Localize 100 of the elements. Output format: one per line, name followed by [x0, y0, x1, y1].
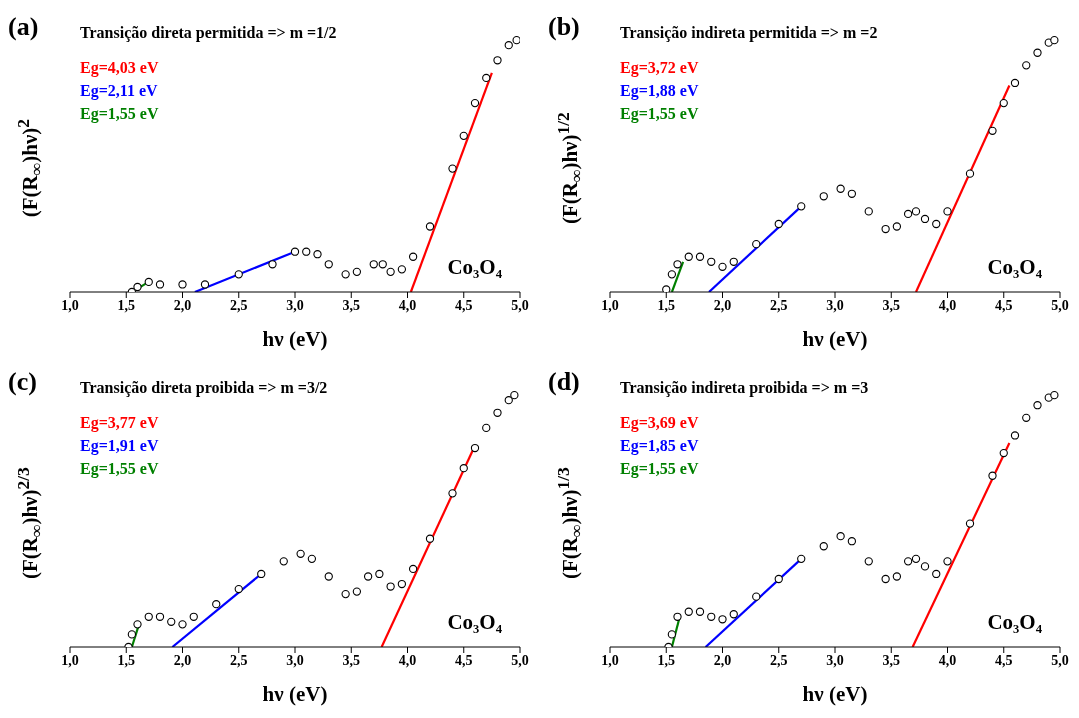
point [257, 569, 266, 579]
point [943, 557, 952, 566]
point [493, 56, 502, 65]
x-tick-label: 3,5 [342, 652, 360, 668]
x-tick-label: 3,0 [286, 652, 304, 668]
point [932, 219, 941, 229]
text: Eg=2,11 eV [80, 81, 159, 102]
x-tick-label: 2,0 [713, 652, 732, 668]
x-tick-label: 5,0 [1051, 297, 1069, 313]
point [864, 207, 873, 216]
chart-title: Transição indireta proibida => m =3 [620, 379, 869, 397]
point [707, 257, 716, 266]
text: Eg=1,55 eV [620, 104, 699, 125]
text: (b) [548, 12, 580, 42]
point [386, 267, 395, 276]
point [133, 282, 142, 292]
point [302, 247, 311, 256]
point [752, 592, 761, 601]
point [903, 557, 913, 566]
text: Eg=1,88 eV [620, 81, 699, 102]
point [234, 584, 243, 594]
x-tick-label: 1,5 [657, 652, 675, 668]
point [155, 280, 165, 289]
point [684, 607, 693, 616]
point [363, 572, 373, 581]
point [408, 252, 418, 261]
point [1033, 401, 1042, 410]
point [999, 448, 1008, 458]
point [684, 252, 693, 261]
point [397, 265, 407, 274]
point [864, 557, 873, 566]
point [695, 252, 705, 261]
point [155, 612, 165, 621]
point [965, 169, 975, 178]
x-tick-label: 1,5 [117, 297, 135, 313]
point [352, 267, 362, 276]
x-tick-label: 2,5 [230, 297, 248, 313]
point [1022, 413, 1031, 422]
point [662, 285, 671, 292]
x-tick-label: 3,0 [286, 297, 304, 313]
text: Eg=4,03 eV [80, 58, 159, 79]
point [512, 36, 520, 45]
point [988, 471, 997, 480]
point [999, 98, 1008, 108]
x-tick-label: 1,0 [601, 652, 619, 668]
point [1022, 61, 1031, 70]
point [667, 270, 677, 279]
point [836, 532, 845, 541]
point [296, 549, 305, 558]
point [1050, 391, 1059, 400]
point [493, 408, 502, 417]
point [341, 270, 350, 279]
point [729, 610, 738, 619]
point [234, 270, 243, 279]
point [718, 262, 727, 271]
point [988, 126, 997, 135]
point [324, 572, 333, 581]
point [504, 41, 513, 50]
x-tick-label: 4,5 [455, 652, 473, 668]
point [892, 572, 902, 581]
point [1033, 48, 1042, 57]
x-tick-label: 5,0 [511, 652, 529, 668]
point [386, 582, 395, 591]
point [470, 98, 480, 108]
point [892, 222, 902, 231]
point [707, 612, 716, 621]
point [178, 620, 187, 629]
point [279, 557, 288, 566]
x-tick-label: 2,0 [713, 297, 732, 313]
x-axis-title: hν (eV) [262, 682, 328, 706]
point [943, 207, 952, 216]
point [290, 247, 300, 256]
point [144, 612, 153, 621]
point [324, 260, 333, 269]
point [797, 554, 806, 563]
x-axis-title: hν (eV) [802, 327, 868, 351]
text: Eg=3,77 eV [80, 413, 159, 434]
point [369, 260, 378, 269]
x-tick-label: 4,5 [995, 297, 1013, 313]
point [920, 214, 930, 224]
x-tick-label: 4,0 [398, 297, 417, 313]
x-tick-label: 4,5 [455, 297, 473, 313]
point [797, 202, 806, 211]
x-tick-label: 2,5 [770, 652, 788, 668]
x-tick-label: 2,5 [770, 297, 788, 313]
point [212, 600, 221, 609]
x-tick-label: 2,0 [173, 652, 192, 668]
annotation: Co₃O₄ [447, 610, 502, 635]
x-axis-title: hν (eV) [802, 682, 868, 706]
text: Eg=1,91 eV [80, 436, 159, 457]
x-tick-label: 4,0 [398, 652, 417, 668]
point [774, 219, 783, 229]
x-tick-label: 3,5 [882, 297, 900, 313]
point [920, 562, 930, 571]
point [425, 534, 435, 543]
point [667, 630, 677, 639]
point [836, 184, 845, 193]
text: Eg=1,55 eV [80, 104, 159, 125]
x-tick-label: 5,0 [1051, 652, 1069, 668]
text: Eg=1,55 eV [620, 459, 699, 480]
